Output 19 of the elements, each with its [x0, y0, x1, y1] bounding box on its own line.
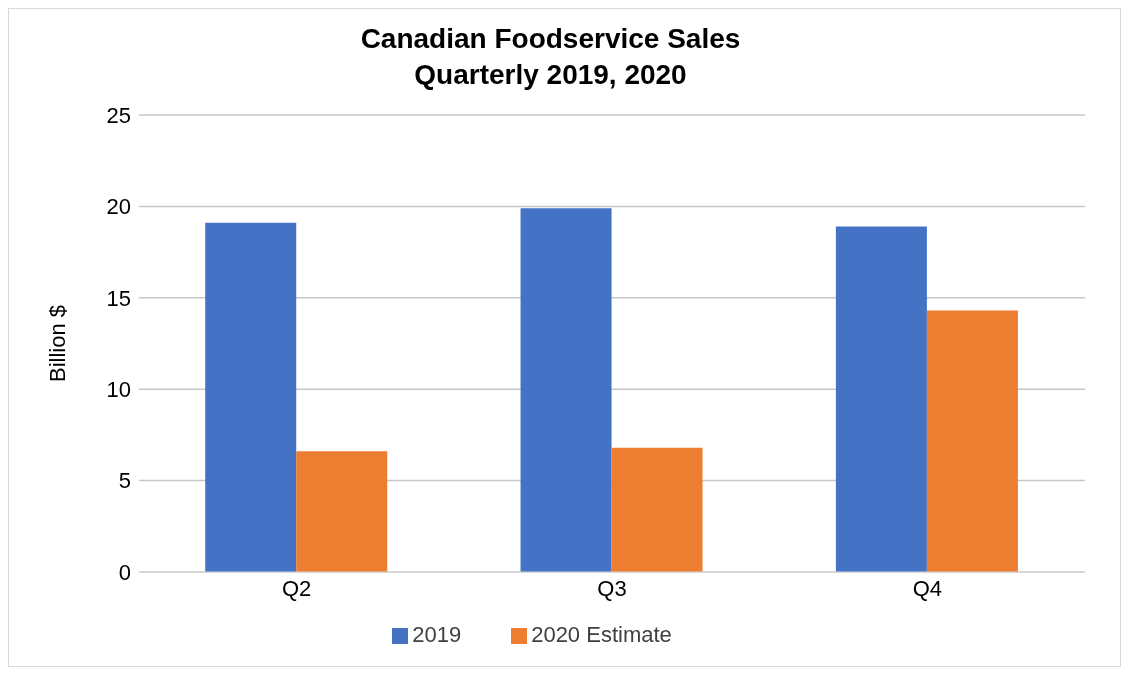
chart-title: Canadian Foodservice Sales Quarterly 2019, 2020 — [359, 22, 742, 92]
y-tick-label: 10 — [106, 377, 131, 403]
bar — [520, 208, 612, 572]
bar — [296, 451, 388, 572]
y-tick-label: 5 — [118, 468, 131, 494]
y-axis-title: Billion $ — [44, 304, 70, 383]
bar — [205, 222, 297, 572]
bar — [611, 447, 703, 572]
x-tick-label: Q4 — [912, 575, 943, 601]
x-tick-label: Q3 — [597, 575, 627, 601]
legend-label: 2019 — [412, 622, 462, 647]
legend-label: 2020 Estimate — [531, 622, 672, 647]
x-tick-label: Q2 — [281, 575, 312, 601]
y-tick-label: 15 — [106, 285, 131, 311]
bar — [835, 226, 927, 572]
y-tick-label: 0 — [118, 559, 131, 585]
y-tick-label: 20 — [106, 194, 131, 220]
bar — [926, 310, 1018, 572]
y-tick-label: 25 — [106, 102, 131, 128]
